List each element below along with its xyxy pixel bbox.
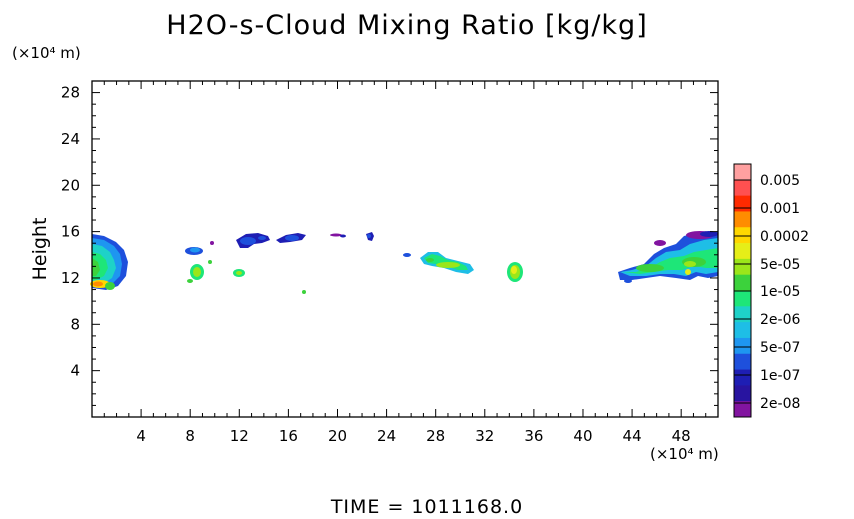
- cloud-x28: [436, 262, 460, 268]
- x-tick-label: 12: [230, 427, 249, 445]
- colorbar-swatch: [734, 274, 751, 291]
- cloud-field: [90, 231, 718, 294]
- cloud-x9: [187, 279, 193, 283]
- colorbar: 0.005 0.001 0.0002 5e-05 1e-05 2e-06 5e-07 1e-0…: [733, 163, 809, 418]
- cloud-x34: [511, 266, 517, 274]
- colorbar-swatch: [734, 306, 751, 323]
- cloud-x22: [367, 234, 371, 238]
- plot-frame: [91, 80, 719, 418]
- x-tick-label: 44: [623, 427, 642, 445]
- cloud-right-top: [700, 231, 718, 237]
- colorbar-label: 2e-08: [760, 396, 800, 412]
- cloud-x25: [403, 253, 411, 257]
- colorbar-swatch: [734, 322, 751, 339]
- cloud-x13-upper: [240, 237, 256, 245]
- cloud-right-core: [636, 264, 664, 272]
- cloud-x9: [208, 260, 212, 264]
- cloud-right-core: [685, 269, 691, 275]
- colorbar-swatch: [734, 353, 751, 370]
- y-tick-label: 20: [61, 176, 80, 194]
- colorbar-swatch: [734, 243, 751, 260]
- y-axis-label: Height: [29, 218, 51, 281]
- colorbar-swatch: [734, 369, 751, 386]
- colorbar-label: 5e-05: [760, 257, 800, 273]
- x-tick-label: 24: [377, 427, 396, 445]
- x-tick-label: 48: [672, 427, 691, 445]
- y-tick-label: 28: [61, 84, 80, 102]
- colorbar-swatch: [734, 195, 751, 212]
- cloud-x28: [426, 258, 434, 262]
- cloud-x13-upper: [258, 236, 266, 240]
- colorbar-label: 0.005: [760, 173, 800, 189]
- x-tick-label: 4: [136, 427, 146, 445]
- x-tick-label: 32: [475, 427, 494, 445]
- y-tick-label: 4: [70, 362, 80, 380]
- cloud-x9: [190, 247, 200, 253]
- cloud-x16: [285, 235, 299, 241]
- x-tick-label: 28: [426, 427, 445, 445]
- cloud-right-core: [684, 261, 696, 267]
- colorbar-swatch: [734, 385, 751, 402]
- y-tick-label: 12: [61, 269, 80, 287]
- x-tick-label: 16: [279, 427, 298, 445]
- x-axis-unit: (×10⁴ m): [650, 445, 719, 463]
- cloud-left-core: [105, 282, 115, 290]
- colorbar-swatch: [734, 401, 751, 418]
- colorbar-swatch: [734, 211, 751, 228]
- cloud-speck: [302, 290, 306, 294]
- cloud-right-edge: [624, 279, 632, 283]
- y-tick-label: 8: [70, 315, 80, 333]
- colorbar-label: 1e-05: [760, 284, 800, 300]
- x-tick-label: 8: [185, 427, 195, 445]
- colorbar-swatch: [734, 258, 751, 276]
- colorbar-label: 1e-07: [760, 368, 800, 384]
- colorbar-swatch: [734, 179, 751, 197]
- colorbar-swatch: [734, 290, 751, 307]
- cloud-x9: [210, 241, 214, 245]
- cloud-right-edge: [624, 248, 718, 274]
- x-tick-label: 40: [573, 427, 592, 445]
- colorbar-label: 5e-07: [760, 340, 800, 356]
- y-axis-unit: (×10⁴ m): [12, 44, 81, 62]
- cloud-x9: [193, 267, 201, 277]
- colorbar-swatch: [734, 227, 751, 244]
- colorbar-label: 0.001: [760, 201, 800, 217]
- colorbar-swatch: [734, 337, 751, 355]
- colorbar-label: 2e-06: [760, 312, 800, 328]
- y-tick-label: 24: [61, 130, 80, 148]
- colorbar-label: 0.0002: [760, 229, 809, 245]
- cloud-left-edge: [92, 258, 100, 276]
- cloud-left-core: [93, 281, 103, 287]
- x-tick-label: 20: [328, 427, 347, 445]
- cloud-right-top: [654, 240, 666, 246]
- chart-title: H2O-s-Cloud Mixing Ratio [kg/kg]: [166, 10, 648, 41]
- y-tick-label: 16: [61, 223, 80, 241]
- x-tick-label: 36: [524, 427, 543, 445]
- cloud-x12-low: [236, 271, 242, 275]
- cloud-x20: [340, 234, 346, 238]
- cloud-x20: [330, 233, 342, 237]
- time-label: TIME = 1011168.0: [330, 496, 524, 518]
- colorbar-swatch: [734, 164, 751, 181]
